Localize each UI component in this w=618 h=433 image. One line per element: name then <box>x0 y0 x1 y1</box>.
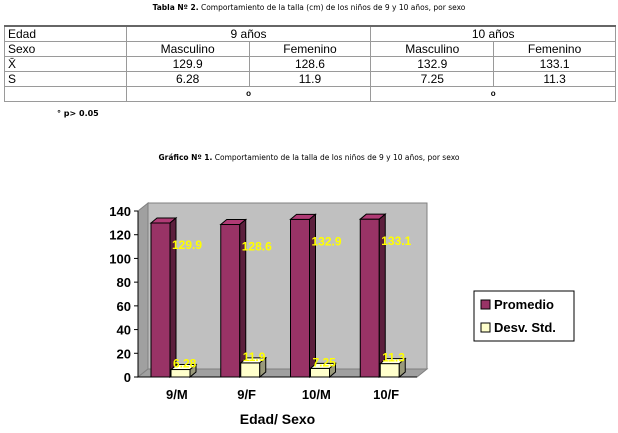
bar-promedio <box>220 224 241 378</box>
table-row-p: o o <box>4 86 616 102</box>
data-label-promedio: 128.6 <box>242 240 272 254</box>
data-label-promedio: 133.1 <box>381 234 411 248</box>
bar-desv-std <box>310 367 330 378</box>
data-label-desv-std: 7.25 <box>313 355 337 369</box>
bar-desv-std <box>170 369 191 378</box>
height-table: Edad 9 años 10 años Sexo Masculino Femen… <box>4 25 616 102</box>
chart-caption-number: Gráfico Nº 1. <box>158 153 213 162</box>
y-tick-label: 0 <box>124 370 131 385</box>
bar-promedio <box>150 222 171 378</box>
x-tick-label: 9/M <box>166 387 188 402</box>
y-tick-label: 140 <box>109 204 131 219</box>
bar-desv-std-side <box>189 363 197 379</box>
data-label-desv-std: 11.3 <box>382 351 405 365</box>
x-axis-title: Edad/ Sexo <box>240 411 315 427</box>
table-caption: Tabla Nº 2. Comportamiento de la talla (… <box>0 3 618 12</box>
sexo-cell: Femenino <box>493 41 616 57</box>
legend-swatch <box>480 322 491 333</box>
x-tick-label: 9/F <box>237 387 256 402</box>
legend-label: Promedio <box>494 297 554 312</box>
table-row-sd: S 6.28 11.9 7.25 11.3 <box>4 71 616 87</box>
y-tick-label: 60 <box>117 299 131 314</box>
x-tick-label: 10/F <box>373 387 399 402</box>
bar-promedio <box>290 218 310 378</box>
bar-desv-std-side <box>398 357 406 379</box>
bar-promedio <box>359 218 380 378</box>
x-tick-label: 10/M <box>302 387 331 402</box>
y-tick-label: 100 <box>109 251 131 266</box>
group-10-years: 10 años <box>370 25 616 42</box>
table-row-edad: Edad 9 años 10 años <box>4 25 616 42</box>
bar-desv-std-side <box>329 362 336 379</box>
bar-desv-std-side <box>259 356 267 379</box>
y-tick-label: 40 <box>117 323 131 338</box>
data-label-promedio: 129.9 <box>172 238 202 252</box>
data-label-desv-std: 6.28 <box>173 357 197 371</box>
bar-desv-std <box>240 362 261 378</box>
bar-desv-std <box>379 363 400 378</box>
chart-caption-text: Comportamiento de la talla de los niños … <box>212 153 460 162</box>
legend-box <box>473 290 575 342</box>
table-row-sexo: Sexo Masculino Femenino Masculino Femeni… <box>4 41 616 57</box>
p-value-9: o <box>125 86 372 102</box>
data-label-promedio: 132.9 <box>312 234 342 248</box>
plot-side-wall <box>137 201 149 379</box>
y-tick-label: 80 <box>117 275 131 290</box>
data-label-desv-std: 11.9 <box>243 350 266 364</box>
table-footnote: ° p> 0.05 <box>57 109 99 118</box>
p-value-10: o <box>370 86 616 102</box>
y-tick-label: 120 <box>109 228 131 243</box>
table-caption-number: Tabla Nº 2. <box>152 3 199 12</box>
y-tick-label: 20 <box>117 346 131 361</box>
edad-label: Edad <box>4 25 127 42</box>
legend-swatch <box>480 299 491 310</box>
legend-label: Desv. Std. <box>494 320 556 335</box>
table-caption-text: Comportamiento de la talla (cm) de los n… <box>198 3 466 12</box>
chart-caption: Gráfico Nº 1. Comportamiento de la talla… <box>0 153 618 162</box>
